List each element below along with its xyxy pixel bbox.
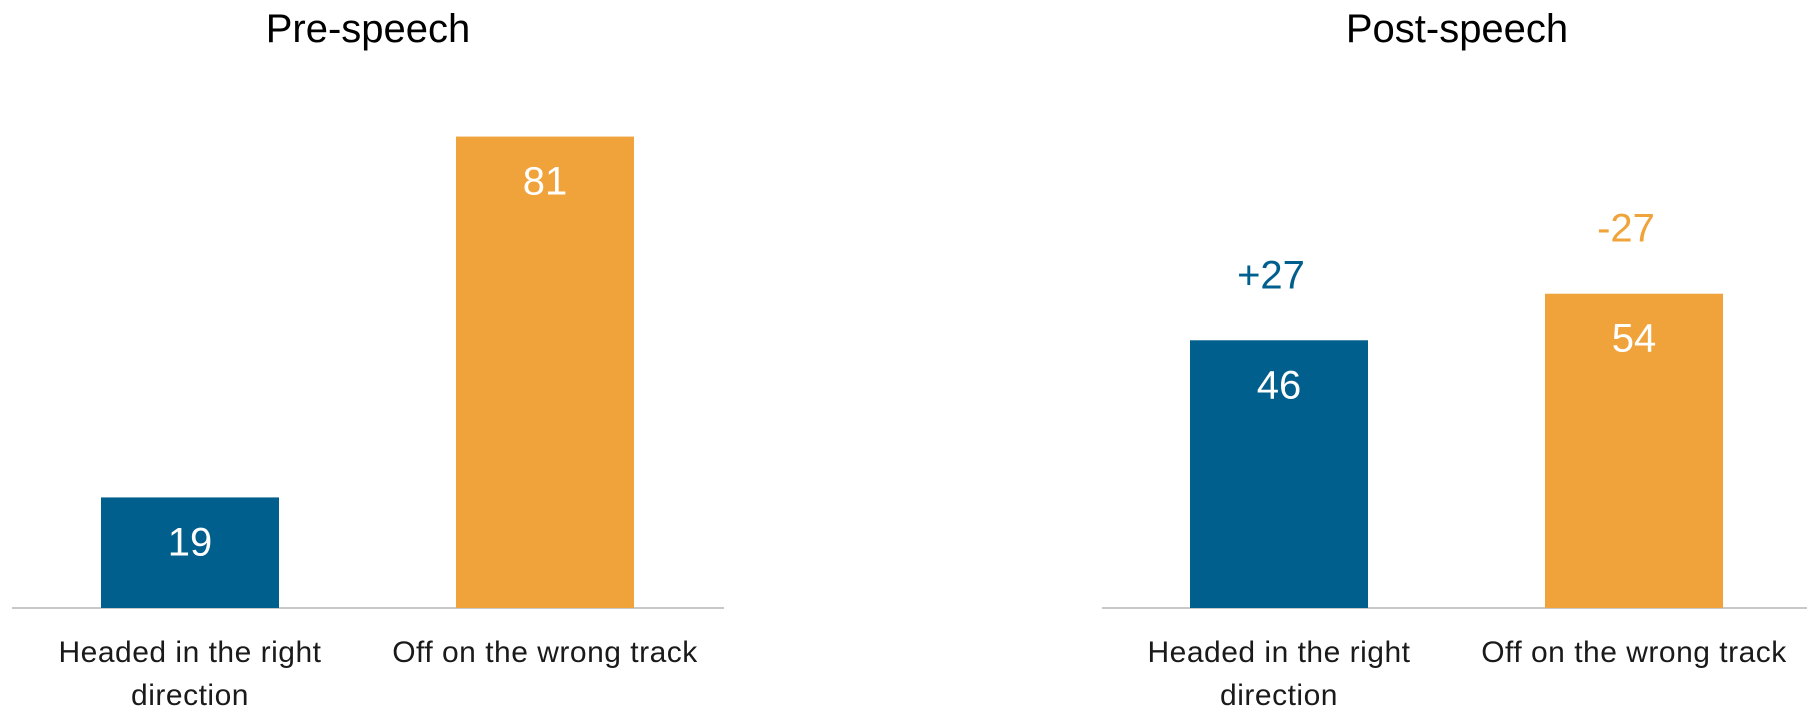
pre-speech-value-label-2: 81 bbox=[523, 160, 568, 204]
post-speech-change-label-2: -27 bbox=[1597, 207, 1655, 251]
pre-speech-category-label-1-line-2: direction bbox=[131, 679, 249, 711]
pre-speech-category-label-1-line-1: Headed in the right bbox=[58, 636, 321, 669]
post-speech-bar-1 bbox=[1190, 340, 1368, 608]
post-speech-value-label-2: 54 bbox=[1612, 317, 1657, 361]
post-speech-bar-2 bbox=[1545, 293, 1723, 608]
pre-speech-category-label-2-line-1: Off on the wrong track bbox=[392, 636, 698, 669]
post-speech-category-label-1: Headed in the right direction bbox=[1147, 636, 1410, 711]
post-speech-category-label-1-line-2: direction bbox=[1220, 679, 1338, 711]
pre-speech-value-label-1: 19 bbox=[168, 520, 213, 564]
post-speech-category-label-2-line-1: Off on the wrong track bbox=[1481, 636, 1787, 669]
pre-speech-bar-1 bbox=[101, 497, 279, 608]
pre-speech-bar-2 bbox=[456, 136, 634, 608]
pre-speech-category-label-2: Off on the wrong track bbox=[392, 636, 698, 669]
post-speech-category-label-1-line-1: Headed in the right bbox=[1147, 636, 1410, 669]
post-speech-category-label-2: Off on the wrong track bbox=[1481, 636, 1787, 669]
post-speech-value-label-1: 46 bbox=[1257, 363, 1302, 407]
pre-speech-title: Pre-speech bbox=[266, 7, 471, 51]
pre-speech-category-label-1: Headed in the right direction bbox=[58, 636, 321, 711]
post-speech-change-label-1: +27 bbox=[1237, 253, 1305, 297]
post-speech-title: Post-speech bbox=[1346, 7, 1568, 51]
